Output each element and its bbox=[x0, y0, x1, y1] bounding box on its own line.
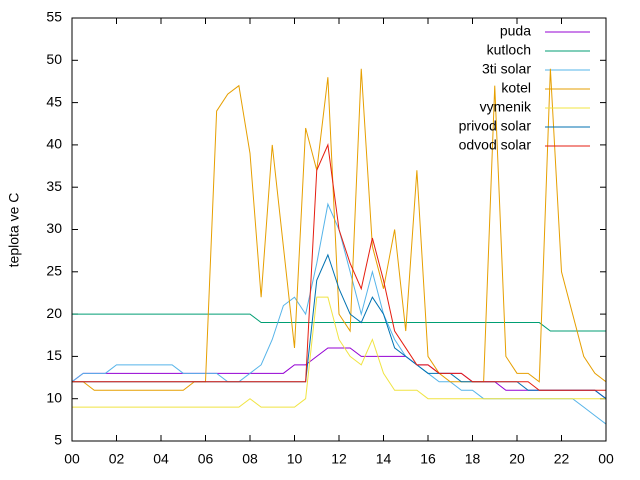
x-tick-label: 02 bbox=[109, 451, 125, 467]
series-line bbox=[72, 68, 607, 391]
y-tick-label: 45 bbox=[46, 93, 62, 109]
series-line bbox=[72, 313, 606, 332]
x-tick-label: 04 bbox=[153, 451, 169, 467]
y-tick-label: 15 bbox=[46, 347, 62, 363]
y-tick-label: 35 bbox=[46, 178, 62, 194]
y-tick-label: 25 bbox=[46, 263, 62, 279]
x-tick-label: 18 bbox=[465, 451, 481, 467]
x-tick-label: 10 bbox=[287, 451, 303, 467]
legend-label: 3ti solar bbox=[482, 61, 531, 77]
x-tick-label: 20 bbox=[509, 451, 525, 467]
y-tick-label: 10 bbox=[46, 389, 62, 405]
legend-label: puda bbox=[500, 23, 531, 39]
x-tick-label: 08 bbox=[242, 451, 258, 467]
plot-border bbox=[71, 17, 607, 442]
y-axis-label: teplota ve C bbox=[6, 193, 22, 268]
x-tick-label: 12 bbox=[331, 451, 347, 467]
y-tick-label: 40 bbox=[46, 136, 62, 152]
x-tick-label: 16 bbox=[420, 451, 436, 467]
series-line bbox=[72, 296, 606, 408]
x-tick-label: 22 bbox=[554, 451, 570, 467]
x-tick-label: 14 bbox=[376, 451, 392, 467]
legend-label: vymenik bbox=[480, 99, 532, 115]
x-tick-label: 00 bbox=[598, 451, 614, 467]
legend-label: kotel bbox=[501, 80, 531, 96]
y-tick-label: 5 bbox=[54, 432, 62, 448]
legend-label: kutloch bbox=[487, 42, 531, 58]
legend-label: odvod solar bbox=[459, 137, 532, 153]
series-line bbox=[72, 143, 606, 391]
y-tick-label: 30 bbox=[46, 220, 62, 236]
x-tick-label: 00 bbox=[64, 451, 80, 467]
series-line bbox=[71, 347, 607, 400]
legend-label: privod solar bbox=[459, 118, 532, 134]
y-tick-label: 50 bbox=[46, 51, 62, 67]
x-tick-label: 06 bbox=[198, 451, 214, 467]
y-tick-label: 20 bbox=[46, 305, 62, 321]
y-tick-label: 55 bbox=[46, 9, 62, 25]
